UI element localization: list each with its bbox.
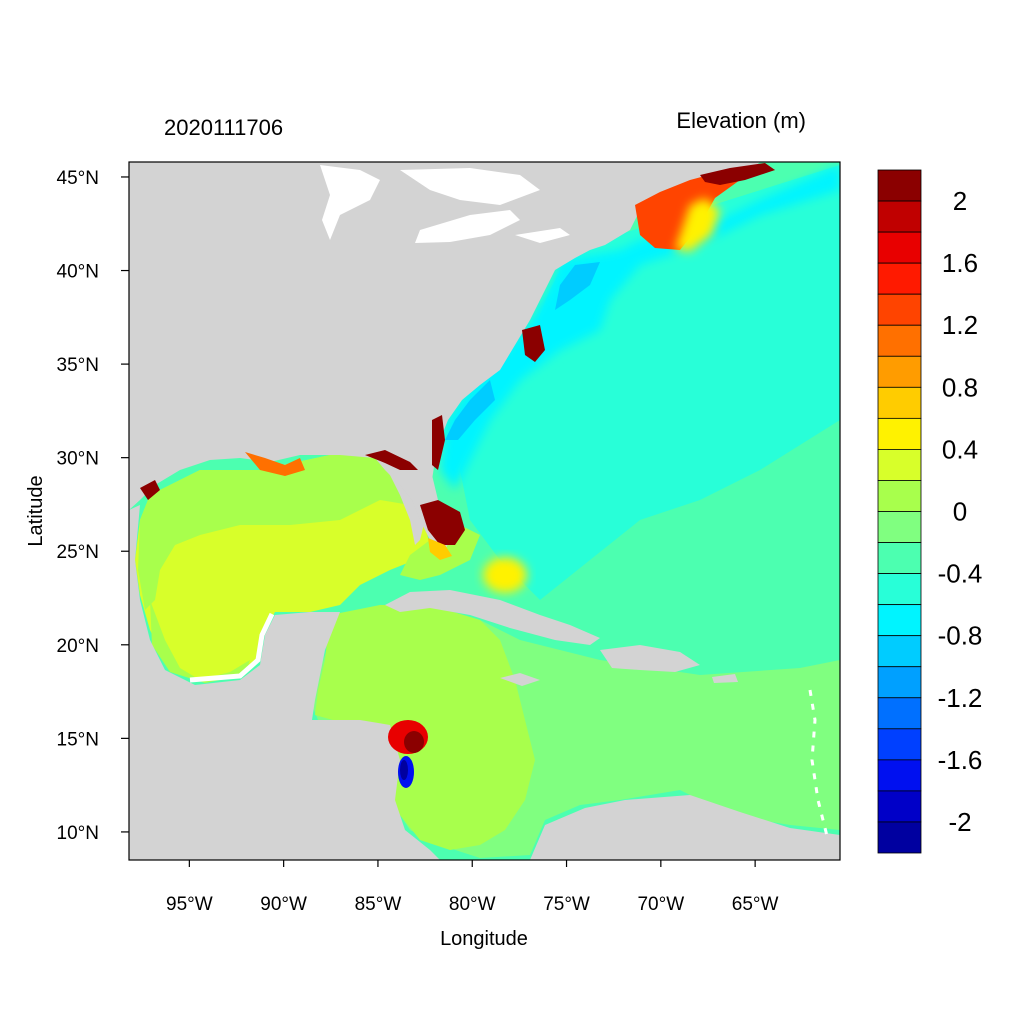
- colorbar-swatch: [877, 511, 922, 543]
- lon-tick-label: 65°W: [732, 894, 779, 915]
- colorbar-swatch: [877, 262, 922, 295]
- y-axis-label: Latitude: [25, 475, 47, 546]
- surge-new-england-core: [700, 163, 775, 185]
- colorbar-swatch: [877, 821, 922, 854]
- colorbar-swatch: [877, 697, 922, 730]
- yucatan-white-edge: [189, 612, 275, 683]
- lat-tick-label: 35°N: [57, 355, 99, 376]
- colorbar-label: -0.8: [938, 621, 983, 651]
- colorbar-swatch: [877, 355, 922, 388]
- surge-honduras-core: [404, 731, 424, 753]
- colorbar-swatch: [877, 790, 922, 823]
- lat-tick-label: 40°N: [57, 262, 99, 283]
- colorbar-label: -2: [948, 807, 971, 837]
- surge-florida-southwest: [420, 500, 465, 545]
- longitude-ticks: 95°W 90°W 85°W 80°W 75°W 70°W 65°W: [166, 860, 779, 915]
- surge-gulf-coast: [140, 450, 418, 500]
- colorbar-label: 2: [953, 186, 967, 216]
- colorbar-swatch: [877, 200, 922, 233]
- colorbar-swatch: [877, 728, 922, 761]
- colorbar-swatch: [877, 449, 922, 481]
- colorbar-label: 0: [953, 497, 967, 527]
- lon-tick-label: 85°W: [355, 894, 402, 915]
- colorbar-label: -0.4: [938, 559, 983, 589]
- colorbar-swatch: [877, 169, 922, 202]
- land-cuba: [385, 590, 600, 645]
- colorbar-label: 0.8: [942, 372, 978, 402]
- colorbar-swatch: [877, 759, 922, 792]
- lat-tick-label: 45°N: [57, 168, 99, 189]
- x-axis-label: Longitude: [440, 928, 528, 950]
- ocean-deep-coastal: [445, 262, 600, 440]
- gulf-shelf-west: [150, 600, 250, 683]
- lesser-antilles: [808, 689, 830, 841]
- surge-carolina: [522, 325, 545, 362]
- land-jamaica: [500, 673, 540, 686]
- colorbar-label: 1.6: [942, 248, 978, 278]
- land-puerto-rico: [712, 674, 738, 683]
- colorbar-swatch: [877, 604, 922, 637]
- colorbar-swatch: [877, 480, 922, 512]
- surge-new-england-yellow: [675, 198, 720, 252]
- lat-tick-label: 20°N: [57, 636, 99, 657]
- field-title: Elevation (m): [676, 108, 806, 133]
- land-hispaniola: [600, 645, 700, 672]
- map-frame: [128, 161, 841, 861]
- land-mexico-central-america: [129, 505, 440, 860]
- colorbar-swatch: [877, 324, 922, 357]
- lon-tick-label: 70°W: [637, 894, 684, 915]
- colorbar-swatch: [877, 417, 922, 450]
- lon-tick-label: 95°W: [166, 894, 213, 915]
- colorbar-label: 0.4: [942, 434, 978, 464]
- ocean-cyan-zone: [460, 165, 840, 600]
- drawdown-nicaragua-core: [400, 760, 408, 780]
- colorbar-label: -1.6: [938, 745, 983, 775]
- land-north-america: [129, 162, 760, 545]
- timestamp-title: 2020111706: [164, 115, 283, 140]
- land-south-america: [530, 795, 840, 860]
- lon-tick-label: 90°W: [260, 894, 307, 915]
- surge-gulf-coast-orange: [245, 452, 305, 476]
- colorbar-swatch: [877, 231, 922, 264]
- colorbar: [877, 169, 922, 854]
- surge-florida-keys: [428, 538, 452, 560]
- lat-tick-label: 25°N: [57, 542, 99, 563]
- colorbar-swatch: [877, 666, 922, 699]
- caribbean-west-yellowgreen: [315, 605, 535, 850]
- map-panel: [129, 162, 840, 860]
- ocean-coastal-blue: [440, 165, 840, 490]
- surge-georgia-coast: [432, 415, 445, 470]
- lon-tick-label: 80°W: [449, 894, 496, 915]
- bahamas-yellow: [483, 557, 527, 593]
- colorbar-swatch: [877, 542, 922, 574]
- lon-tick-label: 75°W: [543, 894, 590, 915]
- latitude-ticks: 45°N 40°N 35°N 30°N 25°N 20°N 15°N 10°N: [57, 168, 129, 844]
- lat-tick-label: 15°N: [57, 729, 99, 750]
- lat-tick-label: 30°N: [57, 449, 99, 470]
- colorbar-labels: 2 1.6 1.2 0.8 0.4 0 -0.4 -0.8 -1.2 -1.6 -2: [938, 186, 983, 837]
- colorbar-label: 1.2: [942, 310, 978, 340]
- lat-tick-label: 10°N: [57, 823, 99, 844]
- great-lakes: [320, 165, 570, 243]
- gulf-shelf-green: [138, 455, 415, 610]
- colorbar-swatch: [877, 293, 922, 326]
- colorbar-swatch: [877, 635, 922, 668]
- colorbar-swatch: [877, 386, 922, 419]
- colorbar-swatch: [877, 573, 922, 606]
- colorbar-label: -1.2: [938, 683, 983, 713]
